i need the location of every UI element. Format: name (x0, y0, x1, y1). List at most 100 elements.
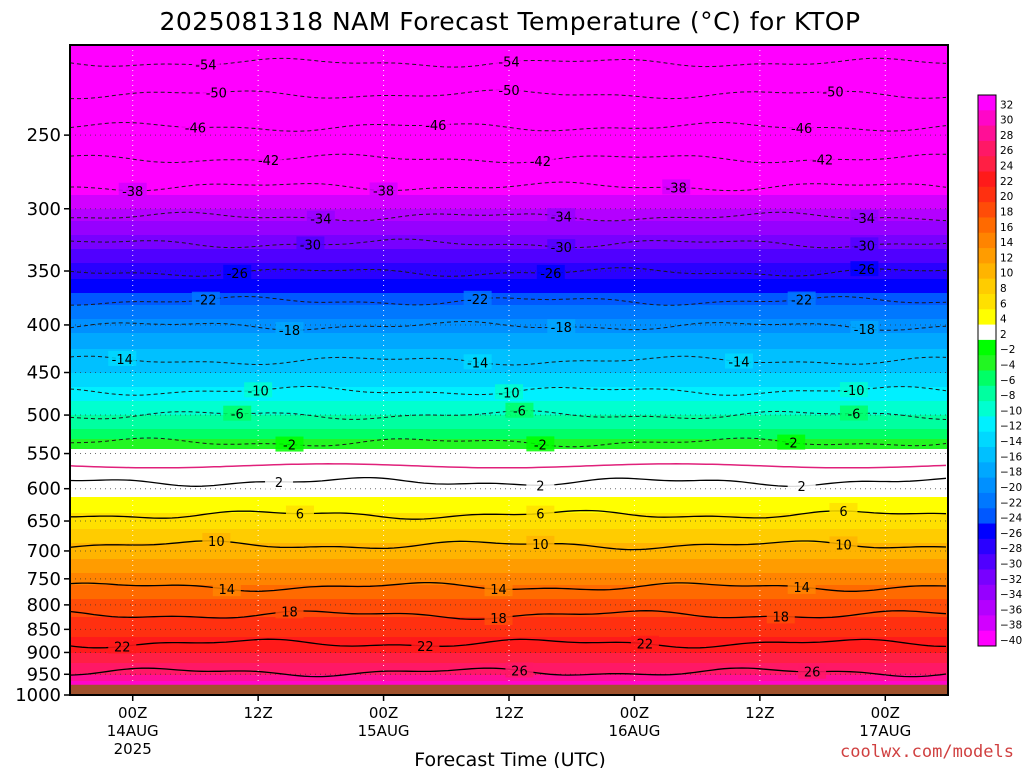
temperature-fill-band (70, 557, 948, 560)
contour-label: 14 (490, 583, 507, 598)
x-tick-label: 12Z (494, 704, 523, 722)
contour-label-bg (798, 663, 827, 679)
temperature-fill-band (70, 643, 948, 646)
contour-label-bg (463, 290, 492, 306)
x-tick-label: 2025 (114, 740, 152, 758)
temperature-fill-band (70, 437, 948, 440)
contour-label: -2 (534, 438, 547, 453)
contour-label: -2 (283, 439, 296, 454)
contour-label-bg (839, 382, 868, 398)
temperature-fill-band (70, 347, 948, 350)
colorbar-label: −28 (1000, 543, 1022, 555)
colorbar-swatch (978, 554, 996, 570)
contour-label: -54 (195, 59, 216, 74)
contour-label-bg (662, 179, 691, 195)
temperature-fill-band (70, 273, 948, 276)
colorbar-label: −4 (1000, 360, 1016, 372)
chart-title: 2025081318 NAM Forecast Temperature (°C)… (159, 7, 860, 36)
colorbar-swatch (978, 140, 996, 157)
temperature-fill-band (70, 607, 948, 610)
contour-label-bg (505, 402, 534, 418)
temperature-fill-band (70, 197, 948, 200)
contour-label-bg (526, 535, 555, 551)
contour-label: 6 (839, 505, 847, 520)
contour-line (70, 509, 947, 520)
temperature-fill-band (70, 123, 948, 126)
colorbar-label: 28 (1000, 130, 1013, 142)
contour-line (69, 321, 947, 331)
contour-label: 2 (536, 479, 544, 494)
temperature-fill-band (70, 141, 948, 144)
temperature-fill-band (70, 453, 948, 456)
contour-label: -10 (498, 386, 519, 401)
colorbar-swatch (978, 95, 996, 111)
contour-label: -26 (540, 267, 561, 282)
colorbar-label: −22 (1000, 497, 1022, 509)
x-tick-label: 12Z (745, 704, 774, 722)
temperature-fill-band (70, 683, 948, 686)
colorbar-label: −14 (1000, 436, 1022, 448)
temperature-fill-band (70, 443, 948, 446)
contour-label-bg (829, 502, 858, 518)
temperature-fill-band (70, 535, 948, 538)
temperature-fill-band (70, 337, 948, 340)
temperature-fill-band (70, 657, 948, 660)
contour-label-bg (463, 354, 492, 370)
colorbar-label: 16 (1000, 222, 1014, 234)
temperature-fill-band (70, 651, 948, 654)
y-tick-label: 650 (27, 511, 61, 532)
contour-label-bg (787, 478, 816, 494)
plot-area: -54 -54 -50 -50 -50 -46 -46 -46 -42 -42 -42 -38 -38 -… (69, 44, 949, 696)
temperature-fill-band (70, 221, 948, 224)
colorbar-swatch (978, 492, 996, 509)
colorbar-swatch (978, 477, 996, 494)
temperature-fill-band (70, 653, 948, 656)
contour-label-bg (850, 210, 879, 226)
temperature-fill-band (70, 365, 948, 368)
contour-label: -10 (248, 384, 269, 399)
temperature-fill-band (70, 455, 948, 458)
contour-label: 14 (793, 581, 810, 596)
contour-label: -54 (498, 56, 519, 71)
temperature-fill-band (70, 147, 948, 150)
contour-label: -30 (551, 241, 572, 256)
x-tick-label: 17AUG (859, 722, 911, 740)
temperature-fill-band (70, 77, 948, 80)
temperature-fill-band (70, 511, 948, 514)
temperature-fill-band (70, 625, 948, 628)
temperature-fill-band (70, 487, 948, 490)
temperature-fill-band (70, 495, 948, 498)
contour-label: -26 (227, 267, 248, 282)
colorbar-label: 14 (1000, 237, 1014, 249)
temperature-fill-band (70, 661, 948, 664)
temperature-fill-band (70, 165, 948, 168)
colorbar-label: 30 (1000, 115, 1013, 127)
contour-label: -34 (854, 212, 875, 227)
temperature-fill-band (70, 293, 948, 296)
temperature-fill-band (70, 71, 948, 74)
temperature-fill-band (70, 153, 948, 156)
contour-label-bg (495, 53, 523, 69)
contour-label-bg (850, 320, 879, 336)
temperature-fill-band (70, 641, 948, 644)
temperature-fill-band (70, 531, 948, 534)
contour-label: -22 (791, 294, 812, 309)
colorbar-swatch (978, 538, 996, 555)
temperature-fill-band (70, 521, 948, 524)
contour-line (69, 410, 947, 420)
contour-label: -50 (206, 86, 227, 101)
temperature-fill-band (70, 465, 948, 468)
temperature-fill-band (70, 367, 948, 370)
contour-label: 14 (219, 583, 236, 598)
y-tick-label: 450 (27, 363, 61, 384)
temperature-fill-band (70, 193, 948, 196)
temperature-fill-band (70, 145, 948, 148)
contour-label: 18 (490, 612, 507, 627)
y-tick-label: 750 (27, 569, 61, 590)
temperature-fill-band (70, 177, 948, 180)
contour-label-bg (495, 384, 523, 400)
contour-label: -34 (310, 213, 331, 228)
x-tick-label: 12Z (243, 704, 272, 722)
temperature-fill-band (70, 645, 948, 648)
colorbar-swatch (978, 110, 996, 127)
